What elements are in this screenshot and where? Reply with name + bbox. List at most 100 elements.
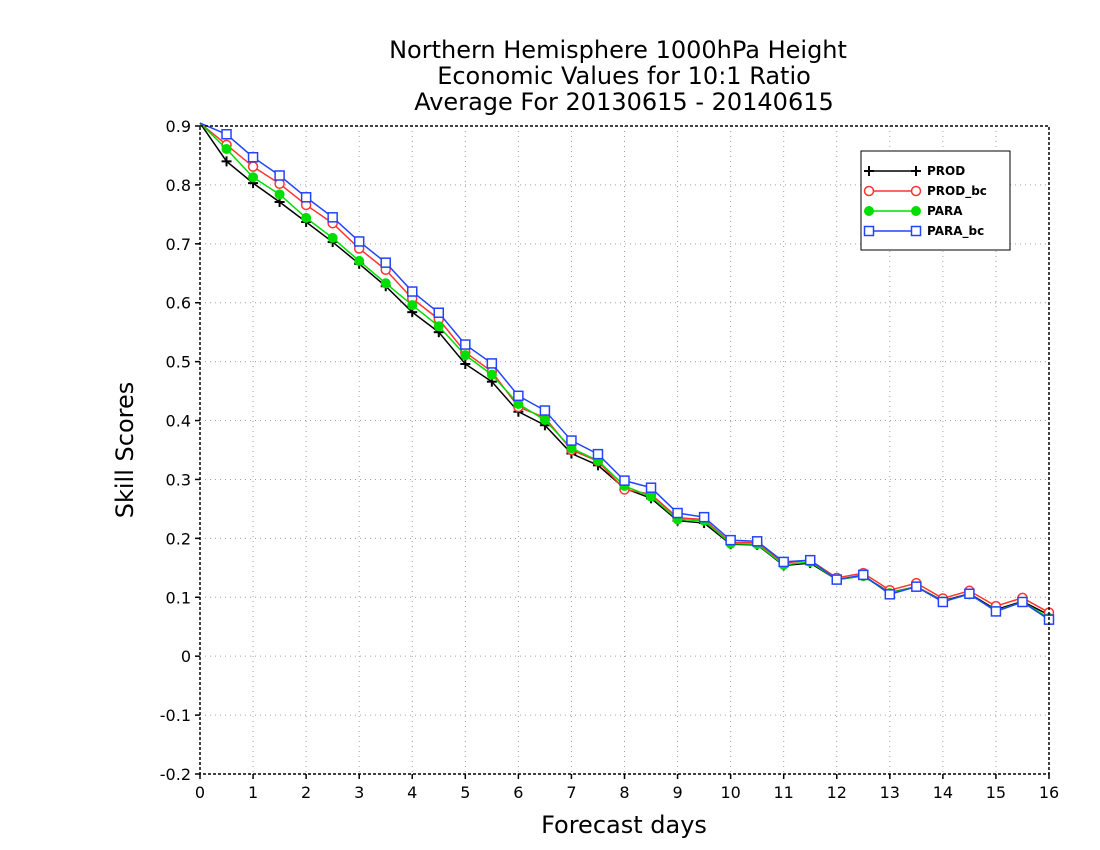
data-point bbox=[1017, 596, 1028, 608]
data-point bbox=[725, 534, 736, 546]
x-tick-label: 13 bbox=[880, 783, 900, 802]
title-line-2: Economic Values for 10:1 Ratio bbox=[437, 62, 811, 90]
data-point bbox=[460, 358, 471, 369]
x-tick-label: 7 bbox=[566, 783, 576, 802]
legend-marker bbox=[864, 206, 874, 216]
data-point bbox=[221, 156, 232, 167]
data-point bbox=[566, 435, 577, 446]
legend-label: PARA bbox=[927, 204, 963, 218]
legend-label: PARA_bc bbox=[927, 224, 984, 239]
x-tick-label: 3 bbox=[354, 783, 364, 802]
legend-marker bbox=[910, 225, 922, 237]
data-point bbox=[274, 189, 285, 200]
data-point bbox=[539, 414, 550, 425]
data-point bbox=[831, 574, 842, 585]
x-tick-label: 2 bbox=[301, 783, 311, 802]
y-tick-label: 0.9 bbox=[166, 117, 191, 136]
x-tick-label: 11 bbox=[774, 783, 794, 802]
data-point bbox=[221, 128, 232, 140]
data-point bbox=[327, 232, 338, 243]
data-point bbox=[911, 581, 922, 592]
data-point bbox=[327, 212, 338, 223]
y-tick-label: 0.6 bbox=[166, 294, 191, 313]
legend-marker bbox=[864, 166, 874, 176]
data-point bbox=[990, 606, 1002, 617]
data-point bbox=[858, 569, 869, 581]
data-point bbox=[380, 278, 391, 289]
data-point bbox=[221, 143, 232, 154]
data-point bbox=[301, 212, 312, 223]
y-axis-title: Skill Scores bbox=[111, 382, 139, 519]
x-tick-label: 6 bbox=[513, 783, 523, 802]
data-point bbox=[247, 161, 259, 172]
data-point bbox=[274, 170, 285, 181]
data-point bbox=[619, 475, 630, 486]
data-point bbox=[460, 350, 471, 361]
data-point bbox=[964, 588, 975, 599]
legend-marker bbox=[911, 206, 921, 216]
data-point bbox=[380, 257, 391, 268]
x-tick-label: 16 bbox=[1039, 783, 1059, 802]
legend-entry: PROD bbox=[864, 164, 965, 178]
data-point bbox=[248, 172, 259, 183]
x-tick-label: 14 bbox=[933, 783, 953, 802]
chart-title: Northern Hemisphere 1000hPa Height Econo… bbox=[389, 36, 847, 116]
x-tick-label: 4 bbox=[407, 783, 417, 802]
legend-marker bbox=[863, 225, 875, 237]
data-point bbox=[486, 358, 498, 369]
x-tick-label: 5 bbox=[460, 783, 470, 802]
data-point bbox=[460, 339, 471, 350]
y-tick-label: 0.4 bbox=[166, 412, 191, 431]
x-axis-title: Forecast days bbox=[541, 811, 707, 839]
data-point bbox=[407, 300, 418, 311]
y-tick-label: 0.8 bbox=[166, 176, 191, 195]
data-point bbox=[433, 307, 445, 318]
data-point bbox=[407, 286, 418, 297]
legend-entry: PARA bbox=[864, 204, 963, 218]
data-point bbox=[646, 491, 657, 502]
title-line-3: Average For 20130615 - 20140615 bbox=[414, 88, 834, 116]
x-tick-label: 0 bbox=[195, 783, 205, 802]
y-tick-label: -0.1 bbox=[160, 706, 191, 725]
x-tick-label: 15 bbox=[986, 783, 1006, 802]
series-para-bc bbox=[199, 122, 1055, 625]
x-tick-label: 9 bbox=[672, 783, 682, 802]
axis-tick-labels: 0 1 2 3 4 5 6 7 8 9 10 11 12 13 14 15 16-0.2-0.100.10.20… bbox=[160, 117, 1059, 802]
legend-label: PROD_bc bbox=[927, 184, 987, 199]
y-tick-label: 0 bbox=[181, 647, 191, 666]
data-point bbox=[353, 236, 365, 247]
data-point bbox=[486, 369, 497, 380]
data-point bbox=[513, 390, 524, 402]
data-point bbox=[433, 321, 444, 332]
y-tick-label: 0.3 bbox=[166, 470, 191, 489]
legend-label: PROD bbox=[927, 164, 965, 178]
data-point bbox=[751, 536, 763, 547]
legend: PROD PROD_bc PARA PARA_bc bbox=[860, 150, 1011, 251]
data-point bbox=[539, 405, 551, 416]
legend-marker bbox=[910, 185, 922, 197]
y-tick-label: -0.2 bbox=[160, 765, 191, 784]
y-tick-label: 0.7 bbox=[166, 235, 191, 254]
legend-marker bbox=[911, 166, 921, 176]
data-point bbox=[672, 507, 683, 519]
data-point bbox=[247, 151, 259, 163]
x-tick-label: 10 bbox=[720, 783, 740, 802]
y-tick-label: 0.2 bbox=[166, 529, 191, 548]
data-point bbox=[300, 192, 312, 203]
legend-box bbox=[860, 150, 1011, 251]
series-layer bbox=[199, 122, 1055, 625]
grid-lines bbox=[200, 126, 1049, 774]
title-line-1: Northern Hemisphere 1000hPa Height bbox=[389, 36, 847, 64]
y-tick-label: 0.1 bbox=[166, 588, 191, 607]
x-tick-label: 12 bbox=[827, 783, 847, 802]
data-point bbox=[354, 255, 365, 266]
x-tick-label: 8 bbox=[619, 783, 629, 802]
data-point bbox=[778, 556, 789, 568]
data-point bbox=[698, 511, 710, 523]
y-tick-label: 0.5 bbox=[166, 353, 191, 372]
legend-entry: PARA_bc bbox=[863, 224, 984, 239]
x-tick-label: 1 bbox=[248, 783, 258, 802]
data-point bbox=[804, 554, 816, 566]
data-point bbox=[937, 596, 949, 608]
data-point bbox=[884, 589, 896, 600]
